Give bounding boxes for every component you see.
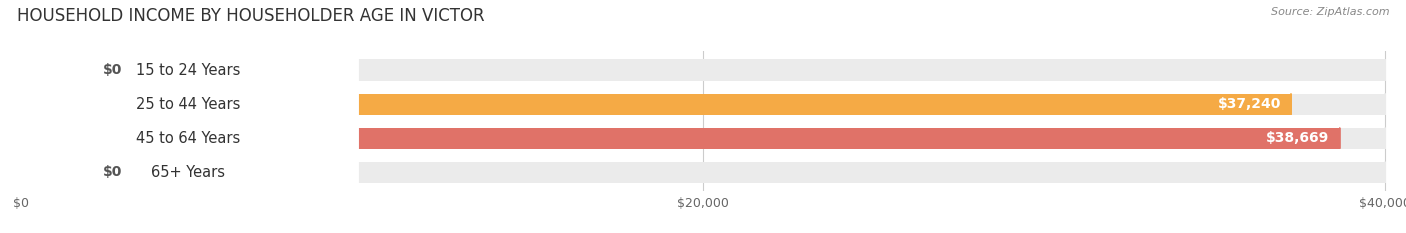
Text: HOUSEHOLD INCOME BY HOUSEHOLDER AGE IN VICTOR: HOUSEHOLD INCOME BY HOUSEHOLDER AGE IN V… <box>17 7 485 25</box>
Text: $37,240: $37,240 <box>1218 97 1281 111</box>
Text: 25 to 44 Years: 25 to 44 Years <box>136 97 240 112</box>
Bar <box>21 128 1385 149</box>
Bar <box>21 128 1340 149</box>
Bar <box>21 59 83 81</box>
Text: $38,669: $38,669 <box>1267 131 1330 145</box>
Bar <box>21 162 1385 183</box>
Text: 65+ Years: 65+ Years <box>150 165 225 180</box>
FancyBboxPatch shape <box>17 0 359 233</box>
Bar <box>21 162 83 183</box>
Bar <box>21 93 1385 115</box>
Text: Source: ZipAtlas.com: Source: ZipAtlas.com <box>1271 7 1389 17</box>
FancyBboxPatch shape <box>17 0 359 233</box>
FancyBboxPatch shape <box>17 0 359 233</box>
Text: 15 to 24 Years: 15 to 24 Years <box>136 62 240 78</box>
Text: $0: $0 <box>103 165 122 179</box>
Bar <box>21 93 1291 115</box>
Text: 45 to 64 Years: 45 to 64 Years <box>136 131 240 146</box>
Text: $0: $0 <box>103 63 122 77</box>
FancyBboxPatch shape <box>17 0 359 233</box>
Bar <box>21 59 1385 81</box>
